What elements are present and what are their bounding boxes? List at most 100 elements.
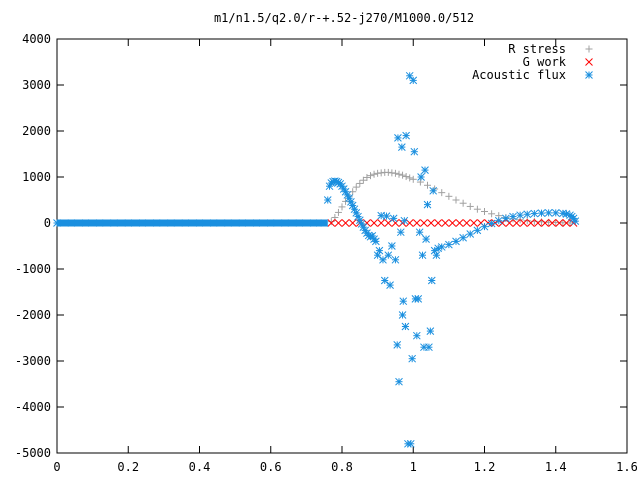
r-stress-point xyxy=(459,199,467,207)
acoustic-flux-point xyxy=(473,226,482,235)
acoustic-flux-point xyxy=(371,237,380,246)
acoustic-flux-point xyxy=(426,327,435,335)
acoustic-flux-point xyxy=(427,276,436,285)
acoustic-flux-point xyxy=(391,255,400,264)
r-stress-point xyxy=(363,173,371,181)
g-work-point xyxy=(534,219,542,227)
r-stress-point xyxy=(409,175,417,183)
r-stress-point xyxy=(566,219,574,227)
r-stress-point xyxy=(359,176,367,184)
acoustic-flux-point xyxy=(445,240,453,249)
x-tick-label: 0.8 xyxy=(331,460,353,474)
acoustic-flux-point xyxy=(571,217,580,226)
g-work-point xyxy=(505,219,514,227)
acoustic-flux-point xyxy=(406,439,415,448)
acoustic-flux-point xyxy=(415,228,424,237)
g-work-point xyxy=(327,219,336,227)
legend-marker-r-stress xyxy=(585,45,593,53)
g-work-point xyxy=(562,219,571,227)
acoustic-flux-point xyxy=(551,209,560,217)
g-work-point xyxy=(391,219,400,227)
r-stress-point xyxy=(481,208,488,215)
r-stress-point xyxy=(552,219,560,227)
acoustic-flux-point xyxy=(509,212,517,221)
r-stress-point xyxy=(352,183,360,191)
g-work-point xyxy=(519,219,528,227)
g-work-point xyxy=(441,219,450,227)
g-work-point xyxy=(462,219,471,227)
y-tick-label: 1000 xyxy=(22,170,51,184)
acoustic-flux-point xyxy=(423,200,432,209)
r-stress-point xyxy=(391,169,399,177)
g-work-point xyxy=(448,219,457,227)
g-work-point xyxy=(548,219,557,227)
acoustic-flux-point xyxy=(494,216,503,225)
r-stress-point xyxy=(523,217,531,225)
x-tick-label: 1.2 xyxy=(474,460,496,474)
r-stress-point xyxy=(473,205,481,213)
g-work-point xyxy=(555,219,564,227)
r-stress-point xyxy=(438,189,446,197)
x-tick-label: 0.2 xyxy=(117,460,139,474)
g-work-point xyxy=(384,219,393,227)
legend-label-r-stress: R stress xyxy=(508,42,566,56)
x-tick-label: 1.4 xyxy=(545,460,567,474)
acoustic-flux-point xyxy=(396,228,405,237)
r-stress-point xyxy=(338,203,346,211)
g-work-point xyxy=(434,219,443,227)
acoustic-flux-point xyxy=(408,354,417,363)
y-tick-label: 2000 xyxy=(22,124,51,138)
y-tick-label: -1000 xyxy=(15,262,51,276)
acoustic-flux-point xyxy=(386,281,394,289)
x-tick-label: 0.4 xyxy=(189,460,211,474)
y-tick-label: -2000 xyxy=(15,308,51,322)
r-stress-point xyxy=(452,196,460,204)
acoustic-flux-point xyxy=(388,242,396,250)
g-work-point xyxy=(348,219,357,227)
legend-label-acoustic-flux: Acoustic flux xyxy=(472,68,566,82)
g-work-point xyxy=(541,219,549,227)
acoustic-flux-point xyxy=(401,322,410,331)
acoustic-flux-point xyxy=(400,216,409,225)
acoustic-flux-point xyxy=(437,243,446,251)
legend-marker-g-work xyxy=(585,58,593,66)
g-work-point xyxy=(370,219,378,227)
acoustic-flux-point xyxy=(414,295,423,303)
acoustic-flux-point xyxy=(530,209,539,218)
axes: 4000 3000 2000 1000 0 -1000 -2000 -3000 -4000 -50… xyxy=(15,32,638,474)
legend-marker-acoustic-flux xyxy=(585,71,593,79)
acoustic-flux-point xyxy=(382,212,391,220)
r-stress-point xyxy=(367,172,374,180)
y-tick-label: 4000 xyxy=(22,32,51,46)
acoustic-flux-point xyxy=(410,147,419,156)
r-stress-point xyxy=(399,171,407,179)
chart-title: m1/n1.5/q2.0/r-+.52-j270/M1000.0/512 xyxy=(214,11,474,25)
acoustic-flux-point xyxy=(417,173,425,181)
acoustic-flux-point xyxy=(323,196,332,204)
acoustic-flux-point xyxy=(380,276,389,285)
acoustic-flux-point xyxy=(429,186,438,195)
acoustic-flux-point xyxy=(393,341,402,349)
g-work-point xyxy=(512,219,521,227)
acoustic-flux-point xyxy=(422,235,430,243)
acoustic-flux-point xyxy=(397,143,406,151)
r-stress-point xyxy=(445,192,453,200)
r-stress-point xyxy=(402,173,410,181)
g-work-point xyxy=(469,219,478,227)
acoustic-flux-point xyxy=(398,311,407,319)
acoustic-flux-point xyxy=(389,214,398,223)
g-work-point xyxy=(412,219,421,227)
acoustic-flux-point xyxy=(348,201,357,210)
acoustic-flux-point xyxy=(432,251,441,260)
acoustic-flux-point xyxy=(418,251,427,260)
r-stress-point xyxy=(424,181,431,189)
plot-area xyxy=(53,71,580,448)
r-stress-point xyxy=(327,218,335,226)
acoustic-flux-point xyxy=(405,71,414,80)
acoustic-flux-point xyxy=(379,255,387,264)
g-work-point xyxy=(427,219,435,227)
y-tick-label: -5000 xyxy=(15,446,51,460)
acoustic-flux-point xyxy=(487,219,496,228)
